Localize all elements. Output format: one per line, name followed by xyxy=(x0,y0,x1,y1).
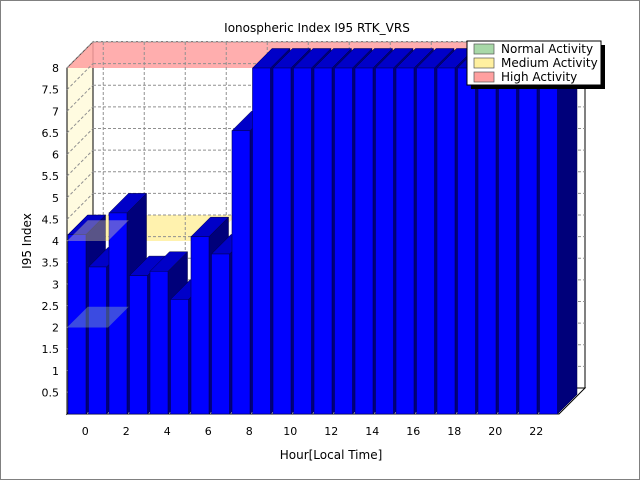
x-tick-label: 8 xyxy=(246,425,253,438)
bar-front xyxy=(149,270,169,415)
bar-front xyxy=(395,67,415,415)
x-tick-label: 22 xyxy=(529,425,543,438)
bar-front xyxy=(354,67,374,415)
bar-front xyxy=(539,67,558,415)
bar-front xyxy=(129,275,148,415)
y-tick-label: 6 xyxy=(52,149,59,162)
legend-label: High Activity xyxy=(501,70,577,84)
bar-front xyxy=(190,236,210,415)
bar-front xyxy=(498,67,517,415)
y-tick-label: 3.5 xyxy=(42,257,60,270)
bar-front xyxy=(457,67,476,415)
x-tick-label: 0 xyxy=(82,425,89,438)
side-gridline xyxy=(66,41,94,69)
bar-front xyxy=(272,67,292,415)
x-axis-label: Hour[Local Time] xyxy=(280,448,383,462)
y-axis-label: I95 Index xyxy=(20,213,34,269)
legend-swatch xyxy=(473,43,495,55)
bar-side xyxy=(557,47,578,415)
legend-swatch xyxy=(473,57,495,69)
x-tick-label: 12 xyxy=(324,425,338,438)
side-gridline xyxy=(66,63,94,90)
y-tick-label: 0.5 xyxy=(42,386,60,399)
bar-front xyxy=(436,67,456,415)
y-tick-label: 2 xyxy=(52,322,59,335)
x-tick-label: 2 xyxy=(123,425,130,438)
bar-front xyxy=(170,299,189,415)
bar-front xyxy=(211,253,230,415)
bar-front xyxy=(252,67,271,415)
bar-front xyxy=(67,234,87,415)
bar-front xyxy=(375,67,394,415)
y-tick-label: 1.5 xyxy=(42,343,60,356)
y-tick-label: 1 xyxy=(52,365,59,378)
side-gridline xyxy=(66,149,94,177)
chart-title: Ionospheric Index I95 RTK_VRS xyxy=(224,21,410,35)
x-tick-label: 20 xyxy=(488,425,502,438)
band-overlay xyxy=(67,306,129,328)
side-gridline xyxy=(66,106,94,134)
y-tick-label: 4 xyxy=(52,235,59,248)
x-tick-label: 4 xyxy=(164,425,171,438)
x-tick-label: 10 xyxy=(283,425,297,438)
legend-label: Medium Activity xyxy=(501,56,598,70)
y-tick-label: 4.5 xyxy=(42,213,60,226)
bar-front xyxy=(334,67,353,415)
bar-front xyxy=(293,67,312,415)
bar-front xyxy=(313,67,333,415)
y-tick-label: 7 xyxy=(52,105,59,118)
bar-front xyxy=(108,212,128,415)
y-tick-label: 7.5 xyxy=(42,84,60,97)
x-tick-label: 6 xyxy=(205,425,212,438)
bar-23 xyxy=(538,47,578,415)
side-gridline xyxy=(66,84,94,112)
y-tick-label: 2.5 xyxy=(42,300,60,313)
side-gridline xyxy=(66,171,94,199)
y-tick-label: 3 xyxy=(52,278,59,291)
bar-front xyxy=(88,266,107,415)
bar-front xyxy=(231,130,251,415)
side-gridline xyxy=(66,193,94,220)
y-tick-label: 5.5 xyxy=(42,170,60,183)
side-gridline xyxy=(66,128,94,155)
y-tick-label: 6.5 xyxy=(42,127,60,140)
x-tick-label: 14 xyxy=(365,425,379,438)
band-overlay xyxy=(67,220,129,241)
legend-swatch xyxy=(473,71,495,83)
x-tick-label: 16 xyxy=(406,425,420,438)
bar-front xyxy=(416,67,435,415)
legend-label: Normal Activity xyxy=(501,42,593,56)
y-tick-label: 5 xyxy=(52,192,59,205)
x-tick-label: 18 xyxy=(447,425,461,438)
bar-front xyxy=(518,67,538,415)
bar-front xyxy=(477,67,497,415)
y-tick-label: 8 xyxy=(52,62,59,75)
